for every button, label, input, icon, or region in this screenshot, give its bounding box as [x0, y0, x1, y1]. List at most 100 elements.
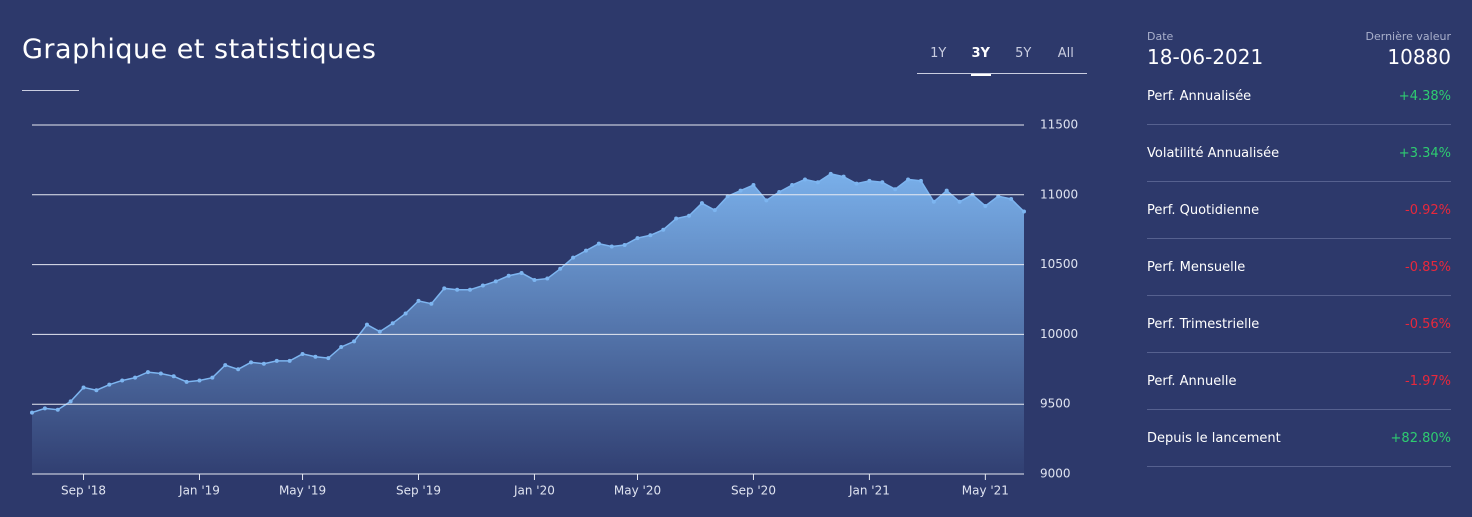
- data-point: [532, 277, 537, 282]
- title-underline: [22, 90, 79, 91]
- data-point: [867, 178, 872, 183]
- data-point: [661, 227, 666, 232]
- data-point: [493, 279, 498, 284]
- stat-value: +3.34%: [1398, 145, 1451, 161]
- data-point: [931, 199, 936, 204]
- data-point: [635, 236, 640, 241]
- data-point: [738, 188, 743, 193]
- data-point: [519, 270, 524, 275]
- data-point: [944, 188, 949, 193]
- stat-row: Depuis le lancement +82.80%: [1147, 410, 1451, 467]
- data-point: [171, 374, 176, 379]
- data-point: [55, 407, 60, 412]
- data-point: [81, 385, 86, 390]
- data-point: [468, 287, 473, 292]
- data-point: [764, 198, 769, 203]
- data-point: [236, 367, 241, 372]
- stat-value: -0.85%: [1405, 259, 1451, 275]
- data-point: [583, 248, 588, 253]
- data-point: [777, 190, 782, 195]
- x-tick-label: May '21: [962, 484, 1009, 498]
- page-title: Graphique et statistiques: [22, 34, 377, 65]
- data-point: [957, 199, 962, 204]
- stats-panel: Date 18-06-2021 Dernière valeur 10880 Pe…: [1147, 30, 1451, 467]
- data-point: [223, 363, 228, 368]
- stat-name: Volatilité Annualisée: [1147, 145, 1280, 161]
- data-point: [854, 181, 859, 186]
- stat-value: -1.97%: [1405, 373, 1451, 389]
- data-point: [596, 241, 601, 246]
- stat-row: Perf. Quotidienne -0.92%: [1147, 182, 1451, 239]
- x-tick-label: May '20: [614, 484, 661, 498]
- data-point: [94, 388, 99, 393]
- y-tick-label: 9500: [1040, 397, 1071, 411]
- data-point: [197, 378, 202, 383]
- data-point: [300, 351, 305, 356]
- range-tab[interactable]: 1Y: [930, 46, 947, 61]
- y-tick-label: 11000: [1040, 187, 1078, 201]
- data-point: [828, 171, 833, 176]
- data-point: [815, 180, 820, 185]
- date-label: Date: [1147, 30, 1174, 43]
- stats-header: Date 18-06-2021 Dernière valeur 10880: [1147, 30, 1451, 69]
- data-point: [648, 233, 653, 238]
- data-point: [42, 406, 47, 411]
- stat-row: Perf. Annualisée +4.38%: [1147, 68, 1451, 125]
- data-point: [133, 375, 138, 380]
- data-point: [983, 203, 988, 208]
- y-tick-label: 11500: [1040, 118, 1078, 132]
- range-tab[interactable]: All: [1057, 46, 1074, 61]
- data-point: [313, 354, 318, 359]
- data-point: [274, 358, 279, 363]
- x-tick-label: May '19: [279, 484, 326, 498]
- stat-row: Perf. Annuelle -1.97%: [1147, 353, 1451, 410]
- data-point: [893, 187, 898, 192]
- range-tabs: 1Y 3Y 5Y All: [917, 46, 1087, 76]
- data-point: [339, 344, 344, 349]
- range-tab[interactable]: 3Y: [960, 46, 1003, 76]
- data-point: [403, 311, 408, 316]
- data-point: [210, 375, 215, 380]
- data-point: [841, 174, 846, 179]
- data-point: [145, 370, 150, 375]
- data-point: [68, 399, 73, 404]
- data-point: [802, 177, 807, 182]
- stat-row: Perf. Mensuelle -0.85%: [1147, 239, 1451, 296]
- data-point: [712, 208, 717, 213]
- data-point: [622, 243, 627, 248]
- stat-row: Perf. Trimestrielle -0.56%: [1147, 296, 1451, 353]
- data-point: [880, 180, 885, 185]
- data-point: [390, 321, 395, 326]
- data-point: [120, 378, 125, 383]
- data-point: [455, 287, 460, 292]
- date-value: 18-06-2021: [1147, 45, 1264, 69]
- date-block: Date 18-06-2021: [1147, 30, 1263, 69]
- stat-row: Volatilité Annualisée +3.34%: [1147, 125, 1451, 182]
- data-point: [918, 178, 923, 183]
- y-tick-label: 10000: [1040, 327, 1078, 341]
- stat-name: Perf. Annuelle: [1147, 373, 1237, 389]
- data-point: [790, 183, 795, 188]
- stat-name: Depuis le lancement: [1147, 430, 1281, 446]
- y-tick-label: 10500: [1040, 257, 1078, 271]
- data-point: [674, 216, 679, 221]
- data-point: [699, 201, 704, 206]
- data-point: [249, 360, 254, 365]
- range-tab[interactable]: 5Y: [1015, 46, 1032, 61]
- stat-name: Perf. Annualisée: [1147, 88, 1252, 104]
- data-point: [30, 410, 34, 415]
- data-point: [184, 379, 189, 384]
- last-value: 10880: [1387, 45, 1451, 69]
- stat-value: +4.38%: [1398, 88, 1451, 104]
- stat-name: Perf. Quotidienne: [1147, 202, 1260, 218]
- stat-name: Perf. Trimestrielle: [1147, 316, 1260, 332]
- data-point: [506, 273, 511, 278]
- data-point: [377, 329, 382, 334]
- x-tick-label: Sep '20: [731, 484, 776, 498]
- data-point: [416, 298, 421, 303]
- data-point: [352, 339, 357, 344]
- data-point: [687, 213, 692, 218]
- y-tick-label: 9000: [1040, 467, 1071, 481]
- x-tick-label: Sep '18: [61, 484, 106, 498]
- x-tick-label: Jan '21: [848, 484, 890, 498]
